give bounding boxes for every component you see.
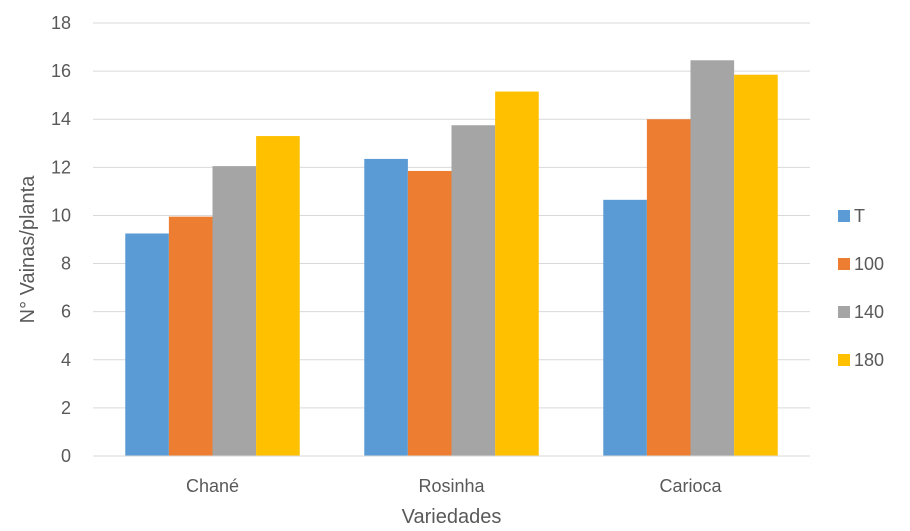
x-tick-label: Chané [186,476,239,496]
bar-180-Carioca [734,74,778,456]
legend-swatch-T [838,210,850,222]
bar-100-Carioca [646,119,691,456]
bar-140-Chané [212,166,257,456]
y-tick-label: 12 [51,157,71,177]
bar-T-Chané [125,233,169,456]
y-tick-label: 16 [51,61,71,81]
bar-180-Rosinha [495,91,539,456]
bar-T-Carioca [603,199,647,456]
y-tick-label: 0 [61,446,71,466]
legend-swatch-100 [838,258,850,270]
legend: T 100 140 180 [838,206,884,370]
legend-swatch-140 [838,306,850,318]
y-tick-label: 4 [61,350,71,370]
y-axis-title: N° Vainas/planta [17,175,39,324]
legend-label: T [854,206,865,226]
bar-180-Chané [256,136,300,457]
legend-swatch-180 [838,354,850,366]
x-axis-ticks: Chané Rosinha Carioca [186,476,723,496]
legend-label: 100 [854,254,884,274]
legend-label: 140 [854,302,884,322]
bar-140-Carioca [690,60,735,457]
legend-label: 180 [854,350,884,370]
x-tick-label: Carioca [659,476,722,496]
y-tick-label: 2 [61,398,71,418]
y-tick-label: 14 [51,109,71,129]
y-tick-label: 8 [61,254,71,274]
bar-T-Rosinha [364,158,408,457]
y-axis-ticks: 0 2 4 6 8 10 12 14 16 18 [51,13,71,466]
x-axis-title: Variedades [402,506,502,528]
bar-100-Chané [168,216,213,456]
bar-100-Rosinha [407,170,452,457]
bar-140-Rosinha [451,125,496,456]
x-tick-label: Rosinha [418,476,485,496]
bars [125,60,778,457]
y-tick-label: 18 [51,13,71,33]
y-tick-label: 10 [51,205,71,225]
y-tick-label: 6 [61,302,71,322]
